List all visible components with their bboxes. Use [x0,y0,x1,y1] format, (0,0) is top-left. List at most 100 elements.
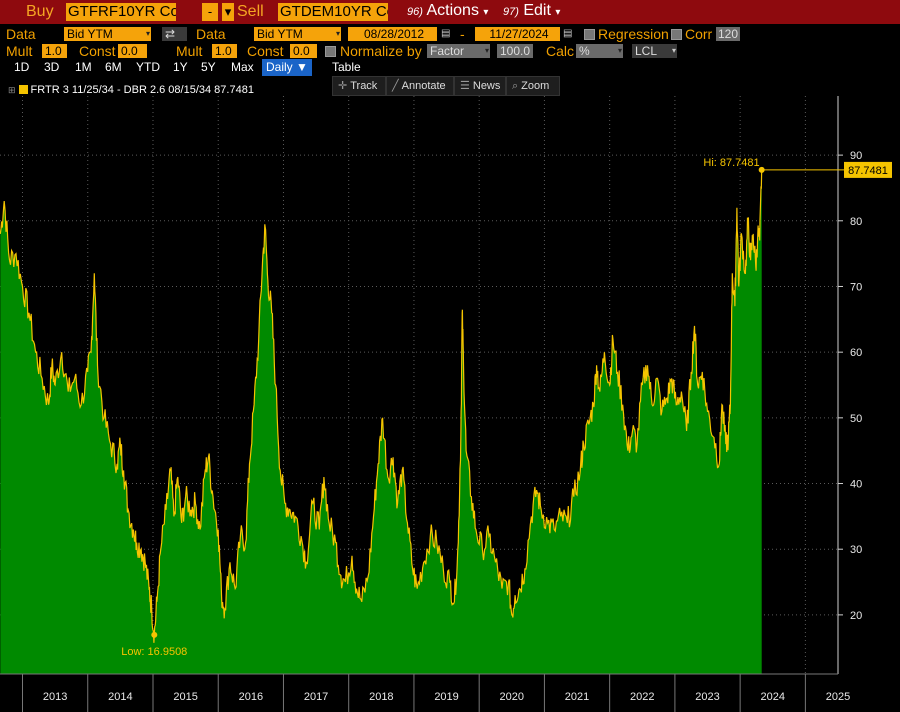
track-label: Track [350,80,378,92]
range-button-5y[interactable]: 5Y [201,60,216,74]
x-tick-label: 2022 [630,691,654,703]
news-icon: ☰ [460,80,470,92]
chevron-down-icon: ▾ [145,29,150,38]
high-label: Hi: 87.7481 [703,157,759,169]
actions-menu[interactable]: 96) Actions ▾ [407,2,488,20]
data-select-1-value: Bid YTM [67,27,113,41]
crosshair-icon: ✛ [338,80,348,92]
y-tick-label: 90 [850,150,862,162]
annotate-label: Annotate [401,80,446,92]
corr-window-field[interactable]: 120 [716,27,740,41]
range-button-max[interactable]: Max [231,60,254,74]
track-button[interactable]: ✛ Track [332,76,386,96]
edit-menu-number: 97) [503,6,519,18]
news-button[interactable]: ☰ News [454,76,506,96]
mult-field-1[interactable]: 1.0 [42,44,67,58]
low-marker [151,631,158,638]
chart-annotations: Low: 16.9508 Hi: 87.7481 87.7481 [121,157,892,658]
y-tick-label: 70 [850,281,862,293]
edit-menu[interactable]: 97) Edit ▾ [503,2,560,20]
calc-select[interactable]: % ▾ [576,44,623,58]
const-label-1: Const [79,43,116,59]
end-date-field[interactable]: 11/27/2024 [475,27,560,41]
const-field-1[interactable]: 0.0 [118,44,147,58]
legend-text: FRTR 3 11/25/34 - DBR 2.6 08/15/34 87.74… [30,84,254,96]
edit-menu-label: Edit [523,2,551,19]
chevron-down-icon: ▾ [671,46,676,55]
annotate-button[interactable]: ╱ Annotate [386,76,454,96]
spread-area [0,169,762,674]
const-field-2[interactable]: 0.0 [290,44,317,58]
data-label-2: Data [196,26,226,42]
corr-checkbox[interactable] [671,29,682,40]
x-tick-label: 2015 [173,691,197,703]
spread-line [0,169,763,643]
range-button-1y[interactable]: 1Y [173,60,188,74]
chevron-down-icon: ▾ [335,29,340,38]
normalize-checkbox[interactable] [325,46,336,57]
x-tick-label: 2019 [434,691,458,703]
data-label-1: Data [6,26,36,42]
sell-ticker-field[interactable]: GTDEM10YR Co [278,3,388,21]
frequency-value: Daily [266,60,293,74]
data-select-1[interactable]: Bid YTM ▾ [64,27,151,41]
y-tick-label: 50 [850,413,862,425]
y-tick-label: 60 [850,347,862,359]
buy-ticker-field[interactable]: GTFRF10YR Co [66,3,176,21]
minus-button[interactable]: - [202,3,218,21]
calendar-icon[interactable]: ▤ [563,28,573,39]
buy-label: Buy [26,3,54,20]
chevron-down-icon: ▾ [555,7,561,18]
expand-icon: ⊞ [8,85,16,95]
pencil-icon: ╱ [392,80,399,92]
last-value-label: 87.7481 [848,165,888,177]
y-tick-label: 30 [850,544,862,556]
normalize-label: Normalize by [340,43,422,59]
x-tick-label: 2020 [500,691,524,703]
top-toolbar: Buy GTFRF10YR Co - ▾ Sell GTDEM10YR Co 9… [0,0,900,24]
chart-legend[interactable]: ⊞ FRTR 3 11/25/34 - DBR 2.6 08/15/34 87.7… [8,84,254,96]
y-tick-label: 20 [850,610,862,622]
x-tick-label: 2013 [43,691,67,703]
calendar-icon[interactable]: ▤ [441,28,451,39]
x-tick-label: 2018 [369,691,393,703]
mult-field-2[interactable]: 1.0 [212,44,237,58]
range-button-1d[interactable]: 1D [14,60,30,74]
regression-label: Regression [598,26,669,42]
range-button-3d[interactable]: 3D [44,60,60,74]
x-tick-label: 2024 [761,691,785,703]
sell-label: Sell [237,3,264,20]
actions-menu-label: Actions [426,2,479,19]
low-label: Low: 16.9508 [121,646,187,658]
news-label: News [472,80,501,92]
start-date-field[interactable]: 08/28/2012 [348,27,437,41]
table-button[interactable]: Table [332,60,361,74]
magnifier-icon: ⌕ [512,80,519,92]
mult-label-2: Mult [176,43,203,59]
regression-checkbox[interactable] [584,29,595,40]
x-tick-label: 2021 [565,691,589,703]
normalize-select[interactable]: Factor ▾ [427,44,490,58]
range-button-6m[interactable]: 6M [105,60,122,74]
calc-select-value: % [579,44,590,58]
const-label-2: Const [247,43,284,59]
lcl-select[interactable]: LCL ▾ [632,44,677,58]
mult-label-1: Mult [6,43,33,59]
zoom-button[interactable]: ⌕ Zoom [506,76,560,96]
data-settings-row: Data Bid YTM ▾ ⇄ Data Bid YTM ▾ 08/28/2012… [0,26,900,43]
chevron-down-icon: ▾ [483,7,489,18]
frequency-select[interactable]: Daily ▼ [262,59,312,76]
chevron-down-icon: ▾ [617,46,622,55]
dropdown-arrow-icon[interactable]: ▾ [222,3,234,21]
spread-chart[interactable]: 20 30 40 50 60 70 80 90 2013 2014 2015 2016 2017 2018… [0,96,900,712]
actions-menu-number: 96) [407,6,423,18]
transform-settings-row: Mult 1.0 Const 0.0 Mult 1.0 Const 0.0 No… [0,43,900,60]
range-button-ytd[interactable]: YTD [136,60,160,74]
lcl-select-value: LCL [635,44,658,58]
data-select-2-value: Bid YTM [257,27,303,41]
range-button-1m[interactable]: 1M [75,60,92,74]
factor-field[interactable]: 100.0 [497,44,533,58]
swap-icon[interactable]: ⇄ [162,27,187,41]
data-select-2[interactable]: Bid YTM ▾ [254,27,341,41]
zoom-label: Zoom [521,80,550,92]
